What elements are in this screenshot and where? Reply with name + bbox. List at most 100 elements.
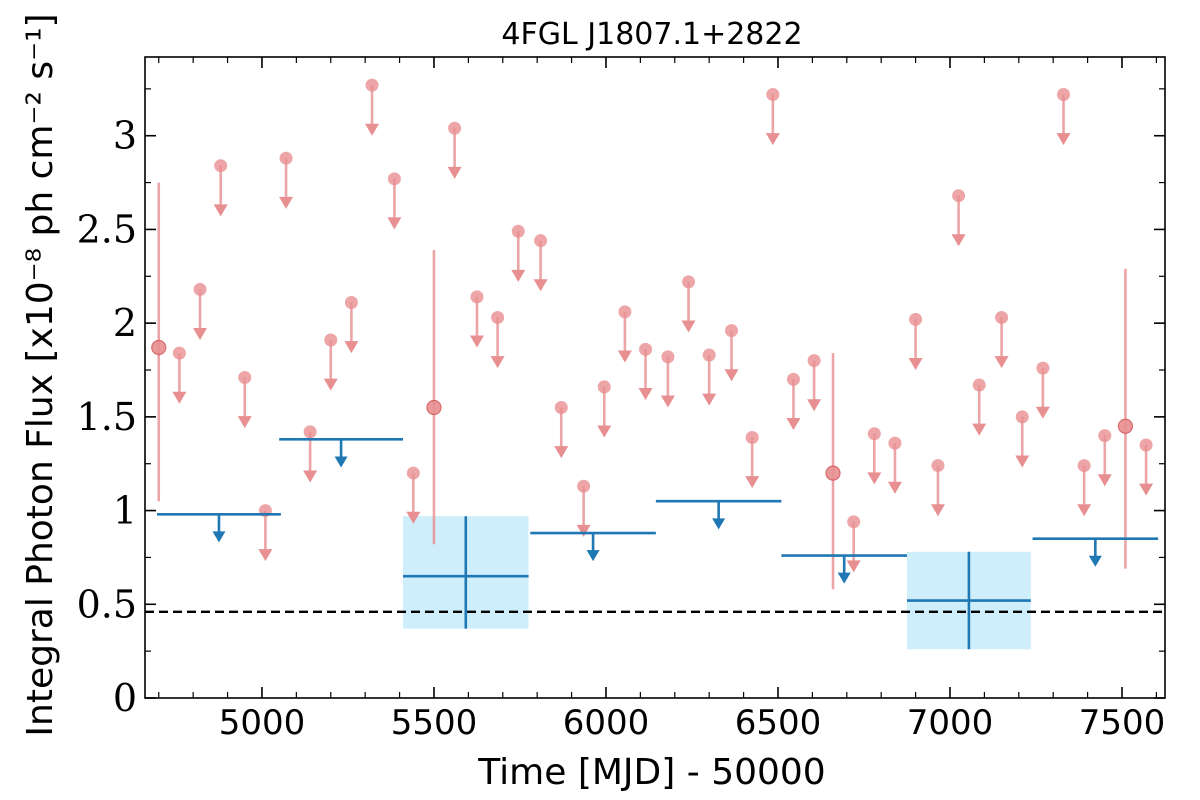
fine-upper-limit-arrow — [867, 472, 882, 485]
fine-upper-limit-arrow — [554, 446, 569, 459]
fine-upper-limit-arrow — [887, 481, 902, 494]
fine-upper-limit-arrow — [237, 416, 252, 429]
fine-upper-limit-arrow — [576, 524, 591, 537]
fine-upper-limit-arrow — [469, 335, 484, 348]
chart-title: 4FGL J1807.1+2822 — [501, 17, 802, 52]
fine-upper-limit-point — [387, 172, 401, 186]
fine-upper-limit-arrow — [1015, 455, 1030, 468]
fine-upper-limit-arrow — [193, 328, 208, 341]
fine-upper-limit-arrow — [786, 417, 801, 430]
coarse-bin-points — [157, 438, 1159, 650]
fine-upper-limit-arrow — [344, 341, 359, 354]
fine-upper-limit-point — [193, 282, 207, 296]
fine-upper-limit-point — [470, 290, 484, 304]
fine-detection-point — [1117, 418, 1134, 434]
fine-upper-limit-arrow — [533, 279, 548, 292]
fine-upper-limit-point — [238, 371, 252, 384]
fine-upper-limit-point — [491, 311, 505, 325]
fine-upper-limit-arrow — [490, 356, 505, 369]
fine-upper-limit-point — [1077, 459, 1091, 473]
coarse-upper-limit-arrow — [1088, 555, 1102, 567]
fine-upper-limit-point — [1098, 429, 1112, 443]
fine-upper-limit-arrow — [511, 269, 526, 282]
fine-upper-limit-arrow — [447, 166, 462, 179]
fine-upper-limit-point — [909, 312, 923, 326]
fine-upper-limit-arrow — [681, 320, 696, 333]
fine-upper-limit-arrow — [617, 350, 632, 363]
y-tick-label: 2.5 — [77, 207, 137, 251]
fine-upper-limit-point — [786, 372, 800, 386]
fine-upper-limit-arrow — [387, 217, 402, 230]
fine-upper-limit-point — [972, 378, 986, 392]
fine-upper-limit-arrow — [1056, 133, 1071, 146]
coarse-upper-limit-arrow — [586, 550, 600, 562]
fine-upper-limit-arrow — [365, 123, 380, 136]
fine-upper-limit-point — [682, 275, 696, 289]
fine-upper-limit-arrow — [660, 395, 675, 408]
fine-upper-limit-point — [1057, 87, 1071, 101]
fine-upper-limit-point — [365, 78, 379, 92]
fine-upper-limit-arrow — [1077, 504, 1092, 517]
fine-upper-limit-point — [639, 342, 653, 356]
fine-upper-limit-point — [577, 479, 591, 493]
axis-ticks: 5000 5500 6000 6500 7000 7500 0 0.5 1 1.5 2 2.5 3 — [77, 57, 1166, 743]
fine-upper-limit-arrow — [258, 549, 273, 562]
fine-upper-limit-arrow — [724, 369, 739, 382]
fine-upper-limit-arrow — [972, 423, 987, 436]
coarse-error-boxes — [403, 516, 1031, 650]
fine-upper-limit-point — [931, 459, 945, 473]
fine-upper-limit-point — [1036, 361, 1050, 375]
fine-upper-limit-arrow — [745, 476, 760, 489]
fine-upper-limit-arrow — [279, 196, 294, 209]
x-tick-label: 6000 — [563, 703, 650, 743]
fine-upper-limit-point — [702, 348, 716, 362]
x-tick-label: 7500 — [1079, 703, 1166, 743]
fine-upper-limit-arrow — [406, 511, 421, 524]
coarse-upper-limit-arrow — [712, 518, 726, 530]
fine-upper-limit-arrow — [702, 393, 717, 406]
fine-upper-limit-arrow — [994, 356, 1009, 369]
fine-upper-limit-point — [952, 189, 966, 203]
fine-upper-limit-point — [344, 296, 358, 310]
fine-upper-limit-point — [511, 224, 525, 238]
fine-upper-limit-point — [725, 324, 739, 338]
fine-upper-limit-point — [995, 311, 1009, 325]
fine-upper-limit-arrow — [1035, 406, 1050, 419]
fine-upper-limit-arrow — [951, 234, 966, 247]
fine-upper-limit-arrow — [638, 387, 653, 400]
fine-upper-limit-arrow — [930, 504, 945, 517]
fine-upper-limit-point — [172, 346, 186, 360]
fine-upper-limit-arrow — [213, 204, 228, 217]
fine-upper-limit-arrow — [323, 378, 338, 391]
fine-detection-point — [825, 465, 841, 481]
y-tick-label: 0.5 — [77, 582, 137, 626]
fine-upper-limit-point — [214, 159, 228, 173]
fine-upper-limit-arrow — [765, 133, 780, 146]
fine-upper-limit-point — [661, 350, 675, 364]
y-tick-label: 0 — [113, 676, 137, 720]
x-tick-label: 6500 — [735, 703, 822, 743]
fine-upper-limit-point — [554, 400, 568, 414]
fine-upper-limit-point — [847, 515, 861, 529]
coarse-upper-limit-arrow — [837, 572, 851, 584]
fine-upper-limit-point — [406, 466, 420, 480]
y-axis-label: Integral Photon Flux [x10⁻⁸ ph cm⁻² s⁻¹] — [20, 13, 61, 736]
fine-upper-limit-point — [766, 87, 780, 101]
plot-frame — [144, 56, 1166, 699]
fine-upper-limit-arrow — [1097, 474, 1112, 487]
fine-upper-limit-arrow — [846, 560, 861, 573]
y-tick-label: 2 — [113, 301, 137, 345]
fine-upper-limit-point — [745, 430, 759, 444]
fine-upper-limit-point — [324, 333, 338, 347]
coarse-upper-limit-arrow — [334, 456, 348, 468]
fine-upper-limit-point — [1015, 410, 1029, 424]
fine-upper-limit-arrow — [1139, 483, 1154, 496]
y-tick-label: 1 — [113, 489, 137, 533]
x-tick-label: 5500 — [391, 703, 478, 743]
coarse-upper-limit-arrow — [212, 531, 226, 543]
fine-upper-limit-point — [618, 305, 632, 319]
x-tick-label: 5000 — [219, 703, 306, 743]
fine-detection-point — [151, 339, 167, 356]
fine-upper-limit-point — [534, 234, 548, 248]
